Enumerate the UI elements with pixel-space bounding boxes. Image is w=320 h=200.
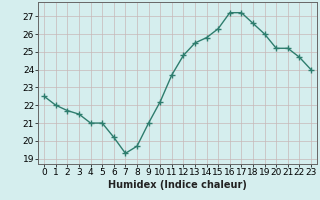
X-axis label: Humidex (Indice chaleur): Humidex (Indice chaleur) [108, 180, 247, 190]
